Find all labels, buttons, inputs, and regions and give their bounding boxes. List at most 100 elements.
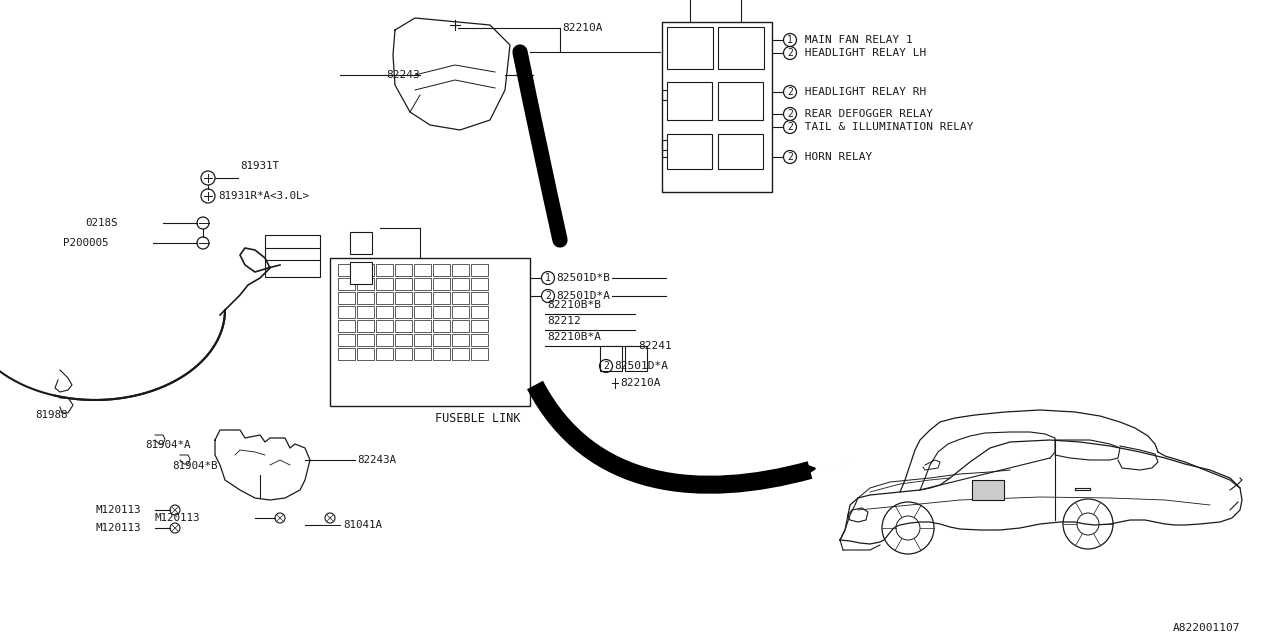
Text: 2: 2 <box>787 109 792 119</box>
Bar <box>452 264 468 276</box>
Bar <box>471 292 488 304</box>
Bar <box>413 320 431 332</box>
Bar <box>667 27 713 69</box>
Text: 82210B*B: 82210B*B <box>547 300 602 310</box>
Bar <box>396 306 412 318</box>
Bar <box>376 306 393 318</box>
Bar <box>471 348 488 360</box>
Text: 2: 2 <box>787 87 792 97</box>
Bar <box>357 278 374 290</box>
Text: 82501D*A: 82501D*A <box>556 291 611 301</box>
Text: 81931R*A<3.0L>: 81931R*A<3.0L> <box>218 191 308 201</box>
Bar <box>471 264 488 276</box>
Text: FUSEBLE LINK: FUSEBLE LINK <box>434 412 520 424</box>
Bar <box>471 334 488 346</box>
Bar <box>396 334 412 346</box>
Bar <box>330 258 530 406</box>
Text: M120113: M120113 <box>155 513 200 523</box>
Text: HEADLIGHT RELAY RH: HEADLIGHT RELAY RH <box>797 87 927 97</box>
Bar <box>376 292 393 304</box>
Text: MAIN FAN RELAY 1: MAIN FAN RELAY 1 <box>797 35 913 45</box>
Bar <box>396 348 412 360</box>
Bar <box>413 348 431 360</box>
Bar <box>625 346 646 371</box>
Text: M120113: M120113 <box>95 505 141 515</box>
Text: A822001107: A822001107 <box>1172 623 1240 633</box>
Bar <box>338 334 355 346</box>
Text: 82501D*B: 82501D*B <box>556 273 611 283</box>
Text: TAIL & ILLUMINATION RELAY: TAIL & ILLUMINATION RELAY <box>797 122 974 132</box>
Bar <box>972 480 1004 500</box>
Bar <box>357 292 374 304</box>
Bar <box>357 264 374 276</box>
Bar <box>452 292 468 304</box>
Bar <box>265 235 320 277</box>
Bar <box>452 320 468 332</box>
Bar <box>349 232 372 254</box>
Text: 82212: 82212 <box>547 316 581 326</box>
Text: 81931T: 81931T <box>241 161 279 171</box>
Bar <box>718 27 764 69</box>
Bar <box>433 306 451 318</box>
Bar <box>349 262 372 284</box>
Text: 82241: 82241 <box>637 341 672 351</box>
Text: P200005: P200005 <box>63 238 108 248</box>
Bar <box>338 292 355 304</box>
Bar <box>376 278 393 290</box>
Text: 2: 2 <box>787 48 792 58</box>
Bar <box>376 334 393 346</box>
Bar <box>357 334 374 346</box>
Text: HORN RELAY: HORN RELAY <box>797 152 872 162</box>
Bar <box>396 278 412 290</box>
Bar <box>357 306 374 318</box>
Text: 1: 1 <box>545 273 550 283</box>
Bar <box>413 278 431 290</box>
Bar <box>413 306 431 318</box>
Bar <box>376 320 393 332</box>
Text: 81041A: 81041A <box>343 520 381 530</box>
Text: 81904*B: 81904*B <box>172 461 218 471</box>
Text: 0218S: 0218S <box>86 218 118 228</box>
Bar <box>600 346 622 371</box>
Bar <box>413 292 431 304</box>
Text: 2: 2 <box>787 122 792 132</box>
Bar <box>667 82 712 120</box>
Text: 82210A: 82210A <box>620 378 660 388</box>
Bar <box>433 320 451 332</box>
Bar <box>338 320 355 332</box>
Bar <box>376 264 393 276</box>
Text: 82243A: 82243A <box>357 455 396 465</box>
Text: 2: 2 <box>545 291 550 301</box>
Bar <box>357 320 374 332</box>
Text: HEADLIGHT RELAY LH: HEADLIGHT RELAY LH <box>797 48 927 58</box>
Text: 82210B*A: 82210B*A <box>547 332 602 342</box>
Bar <box>357 348 374 360</box>
Bar <box>471 278 488 290</box>
Bar <box>338 306 355 318</box>
Text: 2: 2 <box>603 361 609 371</box>
Bar <box>396 292 412 304</box>
Bar <box>452 306 468 318</box>
Bar <box>413 334 431 346</box>
Bar <box>338 264 355 276</box>
Text: 81988: 81988 <box>35 410 68 420</box>
Text: 1: 1 <box>787 35 792 45</box>
Text: 82210A: 82210A <box>562 23 603 33</box>
Text: 82501D*A: 82501D*A <box>614 361 668 371</box>
Bar <box>718 82 763 120</box>
Bar <box>376 348 393 360</box>
Bar <box>452 278 468 290</box>
Bar <box>433 278 451 290</box>
Bar <box>396 264 412 276</box>
Bar <box>433 264 451 276</box>
Bar <box>338 348 355 360</box>
Bar <box>433 334 451 346</box>
Bar <box>433 348 451 360</box>
Text: REAR DEFOGGER RELAY: REAR DEFOGGER RELAY <box>797 109 933 119</box>
Text: 2: 2 <box>787 152 792 162</box>
Text: 81904*A: 81904*A <box>145 440 191 450</box>
Text: 82243: 82243 <box>387 70 420 80</box>
Bar <box>667 134 712 169</box>
Bar <box>433 292 451 304</box>
Bar <box>452 334 468 346</box>
